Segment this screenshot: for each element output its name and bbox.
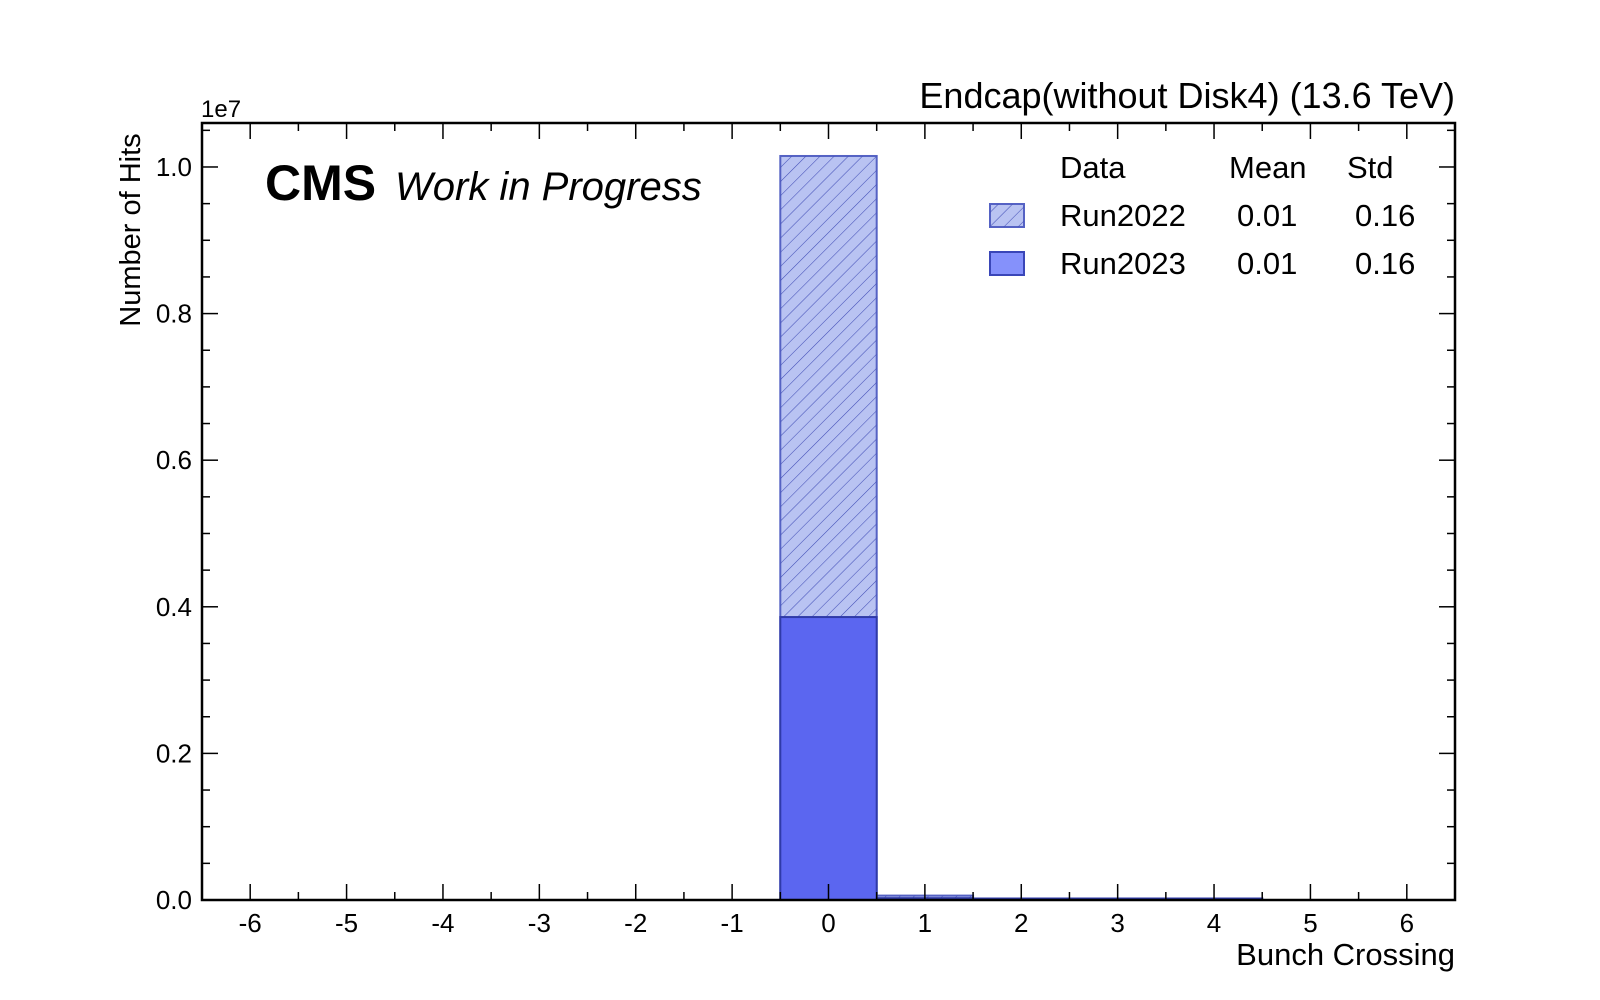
cms-label: CMS [265, 155, 376, 211]
y-tick-label: 0.8 [156, 299, 192, 329]
y-tick-label: 0.2 [156, 738, 192, 768]
x-axis-label: Bunch Crossing [1236, 937, 1455, 972]
legend-mean-run2022: 0.01 [1237, 198, 1297, 233]
x-tick-label: -6 [239, 908, 262, 938]
chart-title: Endcap(without Disk4) (13.6 TeV) [919, 75, 1455, 116]
legend-header-std: Std [1347, 150, 1394, 185]
legend-header-mean: Mean [1229, 150, 1307, 185]
legend-swatch-run2023 [989, 251, 1025, 276]
y-tick-label: 0.0 [156, 885, 192, 915]
x-tick-label: -5 [335, 908, 358, 938]
x-tick-label: 5 [1303, 908, 1317, 938]
x-tick-label: -2 [624, 908, 647, 938]
x-tick-label: 2 [1014, 908, 1028, 938]
ticks-layer: -6 -5 -4 -3 -2 -1 0 1 2 3 4 5 6 0.0 0.2 0.4 0.6 0.8 1.0 [156, 123, 1455, 938]
x-tick-label: -4 [431, 908, 454, 938]
x-tick-label: 0 [821, 908, 835, 938]
x-tick-label: -3 [528, 908, 551, 938]
legend-label-run2022: Run2022 [1060, 198, 1186, 233]
y-tick-label: 1.0 [156, 152, 192, 182]
legend-swatch-run2022-hatch [990, 204, 1024, 227]
legend-std-run2023: 0.16 [1355, 246, 1415, 281]
legend-label-run2023: Run2023 [1060, 246, 1186, 281]
legend-std-run2022: 0.16 [1355, 198, 1415, 233]
x-tick-label: 3 [1110, 908, 1124, 938]
x-tick-label: 4 [1207, 908, 1221, 938]
plot-frame [200, 121, 1457, 902]
x-tick-label: -1 [721, 908, 744, 938]
bar-run2023-bx-0 [779, 616, 878, 901]
x-tick-label: 1 [918, 908, 932, 938]
work-in-progress-label: Work in Progress [395, 165, 702, 209]
y-tick-label: 0.4 [156, 592, 192, 622]
legend-header-data: Data [1060, 150, 1126, 185]
y-scale-label: 1e7 [201, 96, 241, 123]
legend: Data Mean Std Run2022 0.01 0.16 Run2023 … [989, 150, 1415, 281]
y-axis-label: Number of Hits [115, 133, 147, 326]
x-tick-label: 6 [1400, 908, 1414, 938]
y-tick-label: 0.6 [156, 445, 192, 475]
legend-mean-run2023: 0.01 [1237, 246, 1297, 281]
